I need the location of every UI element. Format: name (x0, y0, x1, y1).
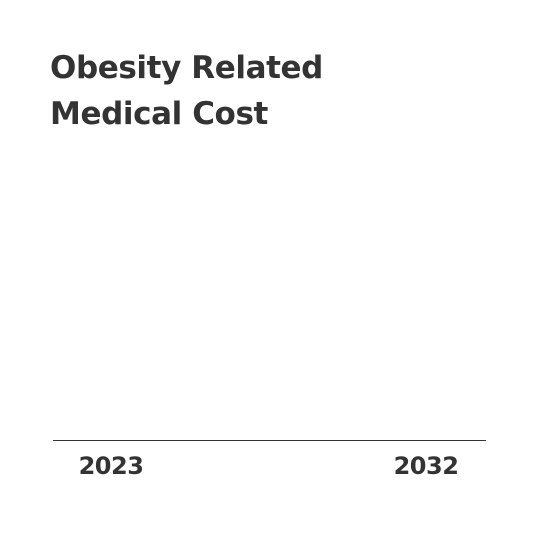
chart-title-line-2: Medical Cost (50, 96, 268, 132)
x-tick-label-2023: 2023 (79, 452, 144, 480)
chart-title-line-1: Obesity Related (50, 50, 323, 86)
chart-title: Obesity Related Medical Cost (50, 45, 380, 137)
x-tick-label-2032: 2032 (394, 452, 459, 480)
